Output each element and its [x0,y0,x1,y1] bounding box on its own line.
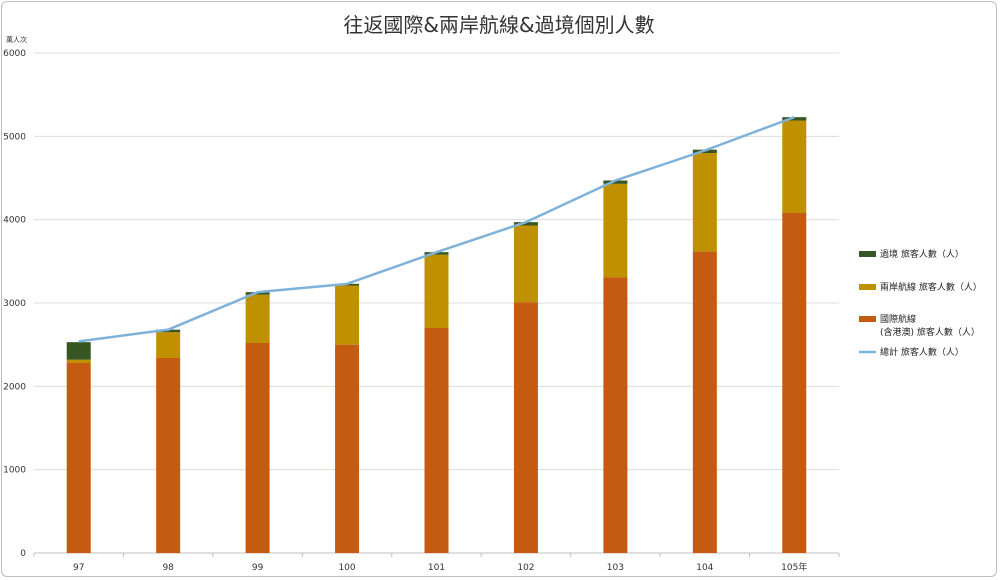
y-tick-label: 6000 [3,49,26,59]
bar-segment [782,117,807,121]
legend-swatch [859,251,876,257]
bar-segment [335,285,360,345]
legend-label: (含港澳) 旅客人數（人） [880,326,980,338]
y-tick-label: 0 [20,549,26,559]
bar-segment [513,222,538,226]
y-tick-labels: 0 1000 2000 3000 4000 5000 6000 [3,49,26,559]
bar-segment [603,180,628,184]
bar-segment [424,254,449,328]
x-tick-label: 101 [428,563,445,573]
bar-segment [782,120,807,213]
bar-segment [335,344,360,553]
legend-label: 國際航線 [880,313,916,325]
bar-segment [66,363,91,553]
legend-swatch [859,316,876,322]
bar-segment [603,183,628,278]
x-tick-label: 100 [338,563,355,573]
y-tick-label: 1000 [3,466,26,476]
x-tick-label: 103 [607,563,624,573]
bars [66,117,807,554]
bar-segment [692,153,717,252]
bar-segment [66,359,91,363]
x-axis: 97 98 99 100 101 102 103 104 105年 [33,553,840,573]
legend-label: 兩岸航線 旅客人數（人） [880,281,982,293]
bar-segment [513,302,538,553]
legend-label: 總計 旅客人數（人） [880,346,964,358]
bar-segment [603,277,628,553]
total-line-path [78,115,795,343]
bar-segment [156,332,181,358]
legend-swatch [859,284,876,290]
x-tick-label: 102 [517,563,534,573]
y-tick-label: 4000 [3,216,26,226]
y-axis-unit: 萬人次 [6,35,27,44]
total-line [78,115,795,343]
chart-title: 往返國際&兩岸航線&過境個別人數 [343,13,654,37]
bar-segment [245,294,270,343]
legend: 過境 旅客人數（人） 兩岸航線 旅客人數（人） 國際航線(含港澳) 旅客人數（人） 總… [859,248,982,358]
x-tick-label: 104 [696,563,713,573]
y-tick-label: 5000 [3,132,26,142]
x-tick-label: 105年 [781,561,807,573]
bar-segment [513,225,538,303]
bar-segment [424,328,449,553]
x-tick-label: 97 [73,563,84,573]
y-tick-label: 3000 [3,299,26,309]
bar-segment [66,342,91,360]
bar-segment [156,358,181,553]
bar-segment [692,251,717,554]
bar-segment [782,213,807,553]
x-tick-label: 99 [252,563,264,573]
bar-segment [245,343,270,553]
x-tick-label: 98 [162,563,174,573]
legend-label: 過境 旅客人數（人） [880,248,964,260]
y-tick-label: 2000 [3,382,26,392]
